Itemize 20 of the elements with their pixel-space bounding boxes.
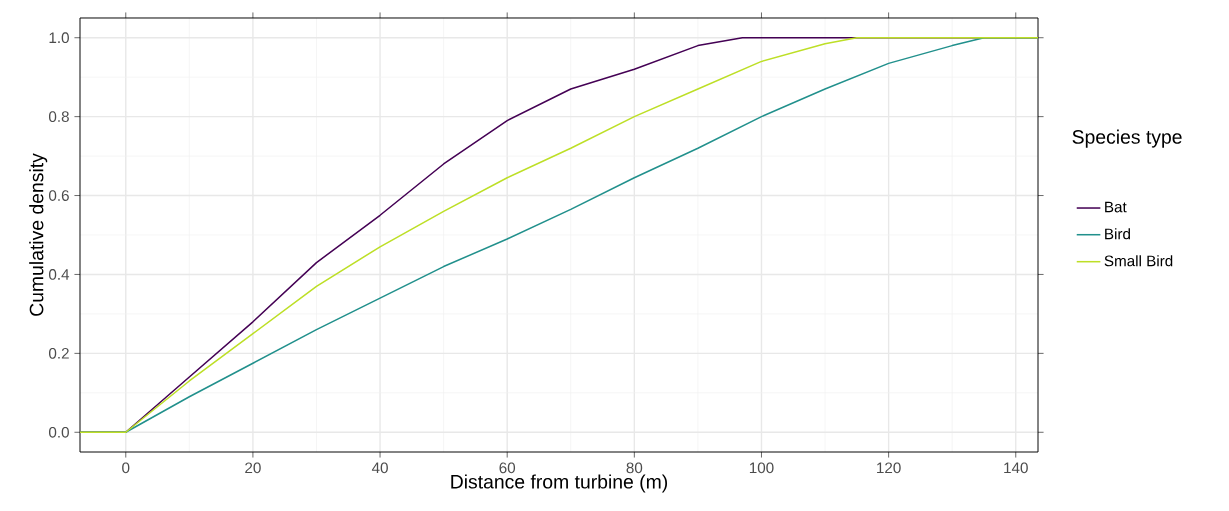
x-tick-label: 100 bbox=[749, 462, 774, 474]
legend-label: Bat bbox=[1105, 201, 1127, 213]
x-tick-label: 0 bbox=[122, 462, 130, 474]
y-tick-label: 0.4 bbox=[48, 269, 70, 280]
x-tick-label: 60 bbox=[499, 462, 516, 474]
y-tick-label: 0.6 bbox=[48, 190, 69, 201]
legend-label: Bird bbox=[1105, 228, 1130, 240]
legend-title: Species type bbox=[1072, 129, 1182, 148]
x-tick-label: 20 bbox=[245, 462, 261, 474]
legend-label: Small Bird bbox=[1104, 255, 1173, 267]
x-axis-title: Distance from turbine (m) bbox=[451, 474, 668, 493]
y-tick-label: 0.2 bbox=[48, 347, 69, 359]
y-tick-label: 0.0 bbox=[48, 426, 69, 438]
y-axis-title: Cumulative density bbox=[29, 153, 48, 316]
x-tick-label: 140 bbox=[1004, 462, 1028, 474]
x-tick-label: 80 bbox=[626, 462, 643, 474]
y-tick-label: 1.0 bbox=[49, 32, 69, 44]
x-tick-label: 120 bbox=[877, 462, 901, 474]
x-tick-label: 40 bbox=[371, 462, 388, 474]
y-tick-label: 0.8 bbox=[48, 111, 69, 123]
